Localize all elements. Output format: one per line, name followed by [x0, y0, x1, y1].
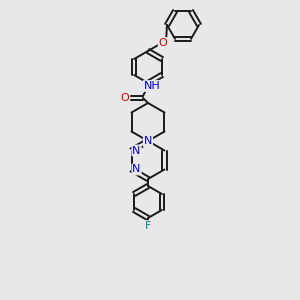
Text: NH: NH	[144, 81, 160, 91]
Text: N: N	[132, 164, 141, 175]
Text: O: O	[121, 93, 129, 103]
Text: O: O	[159, 38, 167, 48]
Text: N: N	[132, 146, 141, 155]
Text: F: F	[145, 221, 151, 231]
Text: N: N	[144, 136, 152, 146]
